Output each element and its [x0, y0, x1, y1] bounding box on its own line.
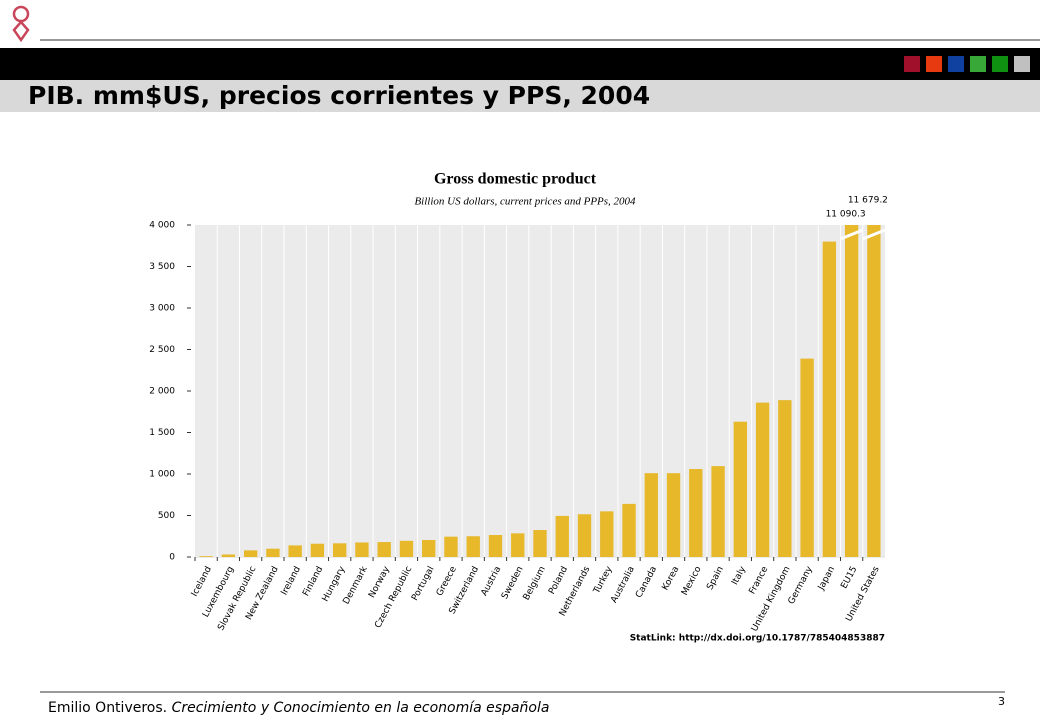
bar — [355, 542, 369, 557]
x-tick-label: Korea — [661, 565, 682, 592]
bar — [533, 530, 547, 557]
y-tick-label: 3 500 — [149, 262, 175, 272]
bar — [555, 515, 569, 557]
y-tick-label: 2 500 — [149, 345, 175, 355]
value-label: 11 090.3 — [826, 210, 866, 220]
x-tick-label: Italy — [730, 564, 748, 587]
bar — [666, 473, 681, 557]
footer: Emilio Ontiveros. Crecimiento y Conocimi… — [48, 700, 549, 716]
x-tick-label: Greece — [435, 564, 459, 597]
x-tick-label: Canada — [634, 565, 659, 600]
y-tick-label: 1 000 — [149, 470, 175, 480]
bar — [844, 225, 859, 557]
y-tick-label: 1 500 — [149, 428, 175, 438]
bar — [221, 554, 236, 557]
footer-text: Crecimiento y Conocimiento en la economí… — [172, 700, 550, 716]
bar — [288, 545, 302, 557]
y-tick-label: 0 — [169, 553, 175, 563]
y-tick-label: 2 000 — [149, 387, 175, 397]
chart-subtitle: Billion US dollars, current prices and P… — [414, 196, 636, 208]
bar — [199, 556, 213, 557]
x-tick-label: Iceland — [190, 565, 214, 598]
x-tick-label: Spain — [705, 565, 726, 592]
x-tick-label: France — [748, 564, 771, 596]
bar — [755, 402, 770, 557]
y-tick-label: 3 000 — [149, 304, 175, 314]
bar — [600, 511, 614, 557]
x-tick-label: Poland — [547, 565, 570, 596]
bar — [243, 550, 258, 557]
x-tick-label: EU15 — [839, 565, 859, 591]
bar — [488, 535, 503, 557]
statlink: StatLink: http://dx.doi.org/10.1787/7854… — [630, 634, 885, 644]
bar — [778, 400, 792, 557]
bar — [399, 540, 414, 557]
y-tick-label: 4 000 — [149, 221, 175, 231]
plot-area — [195, 225, 885, 558]
title-band — [0, 80, 1040, 112]
y-tick-label: 500 — [158, 511, 175, 521]
value-label: 11 679.2 — [848, 196, 888, 206]
x-tick-label: Portugal — [410, 565, 436, 603]
bar — [333, 543, 347, 557]
x-tick-label: Japan — [816, 565, 837, 593]
bar — [310, 543, 325, 557]
bar — [422, 539, 436, 557]
bar — [689, 469, 703, 557]
bar — [466, 536, 480, 557]
color-squares — [904, 56, 1030, 72]
x-tick-label: Turkey — [592, 564, 615, 596]
slide-title: PIB. mm$US, precios corrientes y PPS, 20… — [28, 81, 650, 110]
bar — [444, 536, 458, 557]
x-tick-label: Norway — [367, 564, 392, 599]
bar — [867, 225, 881, 557]
bar — [377, 542, 391, 557]
chart-title: Gross domestic product — [434, 171, 597, 188]
x-tick-label: Austria — [480, 565, 504, 598]
x-tick-label: Mexico — [680, 564, 704, 597]
bars — [199, 225, 881, 557]
bar — [266, 548, 280, 557]
bar — [800, 358, 814, 557]
bar — [822, 241, 837, 557]
axis-break — [862, 228, 886, 241]
bar — [711, 466, 725, 557]
axis-break — [839, 228, 864, 241]
header-bar — [0, 48, 1040, 80]
x-tick-label: Ireland — [280, 565, 303, 597]
x-tick-label: Finland — [301, 565, 325, 598]
bar — [622, 503, 636, 557]
bar — [644, 473, 658, 557]
footer-author: Emilio Ontiveros. — [48, 700, 167, 716]
bar — [577, 514, 592, 557]
band-lines — [216, 225, 864, 557]
bar — [733, 421, 747, 557]
x-tick-label: Belgium — [522, 565, 548, 602]
bar — [511, 533, 525, 557]
logo — [12, 5, 30, 43]
page-number: 3 — [998, 695, 1005, 708]
